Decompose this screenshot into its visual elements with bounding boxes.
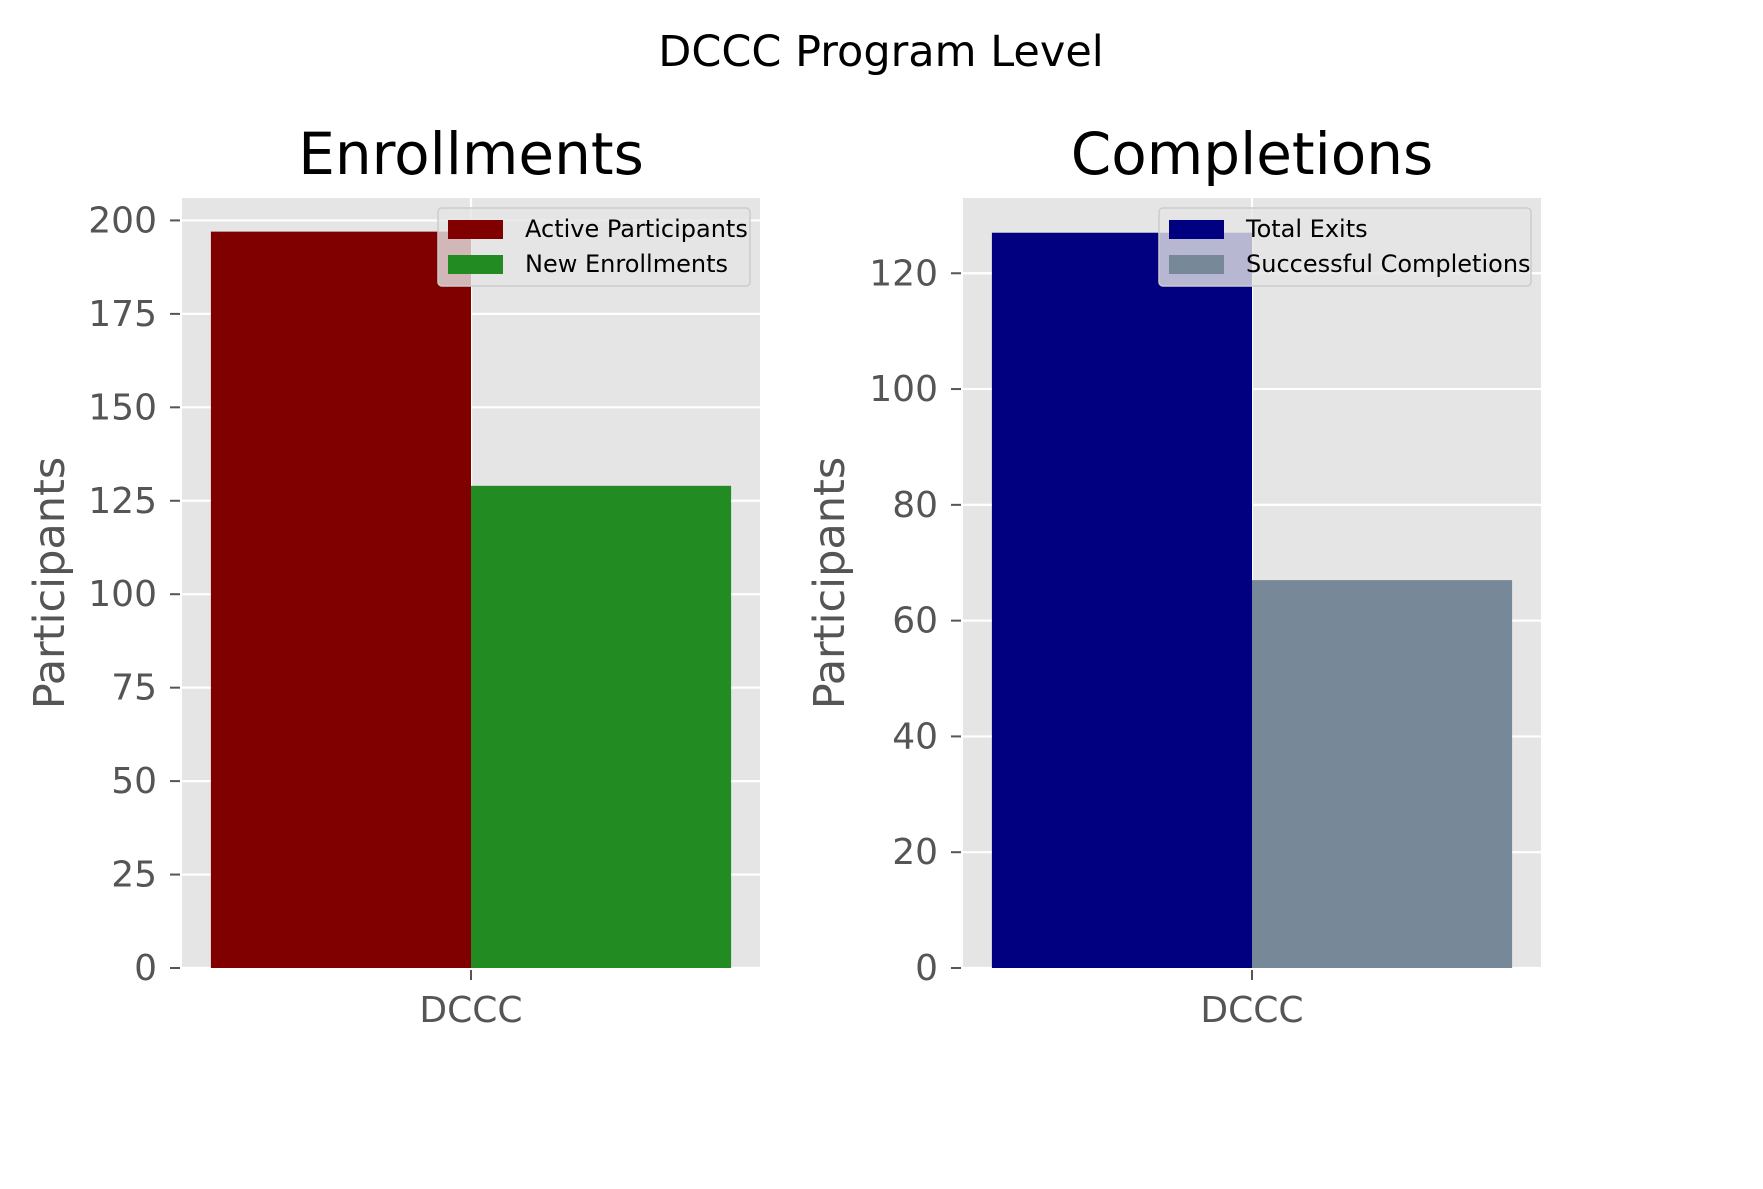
- completions-legend-label-successful-completions: Successful Completions: [1246, 250, 1531, 278]
- enrollments-legend-swatch-active-participants: [448, 220, 503, 239]
- completions-title: Completions: [1071, 120, 1433, 188]
- completions-legend-box: [1158, 207, 1532, 287]
- completions-bar-successful-completions-dccc[interactable]: [1252, 580, 1513, 968]
- completions-xtick-label-dccc: DCCC: [1200, 990, 1303, 1031]
- enrollments-ytick-label-175: 175: [88, 294, 157, 335]
- figure-suptitle: DCCC Program Level: [658, 27, 1103, 77]
- completions-ytick-label-100: 100: [869, 369, 938, 410]
- completions-ytick-label-0: 0: [915, 948, 938, 989]
- completions-ylabel: Participants: [805, 457, 855, 710]
- enrollments-legend-label-new-enrollments: New Enrollments: [525, 250, 728, 278]
- completions-legend: Total Exits Successful Completions: [1158, 207, 1532, 287]
- completions-legend-swatch-successful-completions: [1169, 255, 1224, 274]
- enrollments-ytick-label-150: 150: [88, 387, 157, 428]
- enrollments-legend-box: [437, 207, 751, 287]
- enrollments-ytick-label-0: 0: [134, 948, 157, 989]
- enrollments-bar-new-enrollments-dccc[interactable]: [471, 485, 732, 968]
- enrollments-ytick-label-50: 50: [111, 761, 157, 802]
- enrollments-xtick-label-dccc: DCCC: [419, 990, 522, 1031]
- completions-legend-swatch-total-exits: [1169, 220, 1224, 239]
- completions-ytick-label-120: 120: [869, 253, 938, 294]
- enrollments-ytick-label-75: 75: [111, 668, 157, 709]
- enrollments-bar-active-participants-dccc[interactable]: [210, 231, 471, 969]
- completions-legend-label-total-exits: Total Exits: [1245, 215, 1368, 243]
- enrollments-ylabel: Participants: [25, 457, 75, 710]
- enrollments-title: Enrollments: [298, 120, 644, 188]
- completions-ytick-label-40: 40: [892, 716, 938, 757]
- enrollments-legend-label-active-participants: Active Participants: [525, 215, 748, 243]
- completions-ytick-label-60: 60: [892, 601, 938, 642]
- enrollments-ytick-label-100: 100: [88, 574, 157, 615]
- completions-chart: 0 20 40 60 80 100 120 DCCC Completions Participan…: [805, 120, 1541, 1031]
- completions-bar-total-exits-dccc[interactable]: [991, 232, 1252, 969]
- enrollments-legend: Active Participants New Enrollments: [437, 207, 751, 287]
- enrollments-chart: 0 25 50 75 100 125 150 175 200 DCCC Enrollments Par…: [25, 120, 760, 1031]
- enrollments-ytick-label-125: 125: [88, 481, 157, 522]
- enrollments-legend-swatch-new-enrollments: [448, 255, 503, 274]
- enrollments-ytick-label-200: 200: [88, 200, 157, 241]
- completions-ytick-label-80: 80: [892, 485, 938, 526]
- enrollments-ytick-label-25: 25: [111, 855, 157, 896]
- completions-ytick-label-20: 20: [892, 832, 938, 873]
